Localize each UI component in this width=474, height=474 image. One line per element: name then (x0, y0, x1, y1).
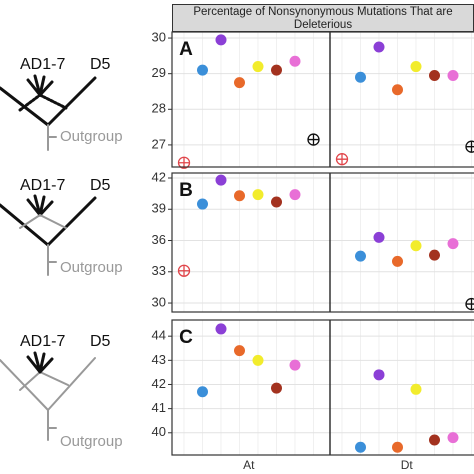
point (429, 434, 440, 446)
tree-label: Outgroup (60, 128, 123, 145)
crossed-point (307, 133, 320, 146)
panel (172, 173, 474, 312)
y-tick-label: 40 (152, 424, 166, 439)
point (355, 441, 366, 453)
tree-label: AD1-7 (20, 333, 65, 350)
point (447, 69, 459, 81)
crossed-point (177, 156, 191, 169)
panel-label: C (179, 327, 193, 348)
point (373, 231, 385, 243)
point (252, 189, 264, 201)
point (271, 196, 282, 208)
tree-label: Outgroup (60, 433, 123, 450)
panel-label: A (179, 39, 193, 60)
crossed-point (465, 140, 474, 153)
point (410, 383, 422, 395)
point-cross (336, 153, 348, 165)
point (197, 64, 208, 76)
point (271, 382, 282, 394)
tree-label: AD1-7 (20, 177, 65, 194)
y-tick-label: 33 (152, 263, 166, 278)
point (271, 64, 282, 76)
point-cross (466, 141, 474, 153)
point (234, 77, 245, 89)
y-tick-label: 39 (152, 201, 166, 216)
point (410, 61, 422, 73)
y-tick-label: 42 (152, 376, 166, 391)
point (373, 369, 385, 381)
point (392, 441, 403, 453)
y-tick-label: 44 (152, 328, 166, 343)
x-tick-label: Dt (401, 458, 414, 472)
x-tick-label: At (243, 458, 255, 472)
point (215, 323, 227, 335)
tree-b: I AD1-7 D5 Outgroup (0, 177, 123, 276)
y-tick-label: 27 (152, 136, 166, 151)
tree-label: I (0, 333, 1, 350)
point (289, 189, 301, 201)
point (392, 84, 403, 96)
tree-label: AD1-7 (20, 56, 65, 73)
y-tick-label: 28 (152, 101, 166, 116)
tree-c: I AD1-7 D5 Outgroup (0, 333, 123, 450)
y-tick-label: 43 (152, 352, 166, 367)
panel (172, 320, 474, 455)
point (429, 249, 440, 261)
tree-label: Outgroup (60, 259, 123, 276)
y-tick-label: 30 (152, 294, 166, 309)
point (197, 198, 208, 210)
point (429, 69, 440, 81)
y-tick-label: 42 (152, 169, 166, 184)
y-tick-label: 41 (152, 400, 166, 415)
crossed-point (465, 297, 474, 311)
point (197, 386, 208, 398)
point (234, 190, 245, 202)
panel (172, 32, 474, 167)
point (252, 61, 264, 73)
panel-border (171, 172, 474, 313)
point-cross (308, 134, 319, 146)
point (289, 359, 301, 371)
point (410, 240, 422, 252)
point (355, 250, 366, 262)
point (234, 345, 245, 357)
panel-border (171, 31, 474, 168)
point (355, 71, 366, 83)
point-cross (466, 298, 474, 310)
tree-label: D5 (90, 56, 111, 73)
panel-border (171, 319, 474, 456)
point (447, 238, 459, 250)
crossed-point (335, 153, 349, 166)
point (215, 174, 227, 186)
y-tick-label: 36 (152, 232, 166, 247)
point (373, 41, 385, 53)
point (392, 255, 403, 267)
point-cross (178, 157, 190, 169)
strip-title: Percentage of Nonsynonymous Mutations Th… (172, 4, 474, 32)
y-tick-label: 29 (152, 65, 166, 80)
tree-label: D5 (90, 177, 111, 194)
point (289, 55, 301, 67)
point (447, 432, 459, 444)
point (252, 354, 264, 366)
tree-label: D5 (90, 333, 111, 350)
crossed-point (177, 264, 191, 277)
tree-label: I (0, 177, 1, 194)
y-tick-label: 30 (152, 29, 166, 44)
panel-label: B (179, 180, 193, 201)
tree-a: AD1-7 D5 Outgroup (0, 56, 123, 151)
point (215, 34, 227, 46)
point-cross (178, 265, 190, 277)
